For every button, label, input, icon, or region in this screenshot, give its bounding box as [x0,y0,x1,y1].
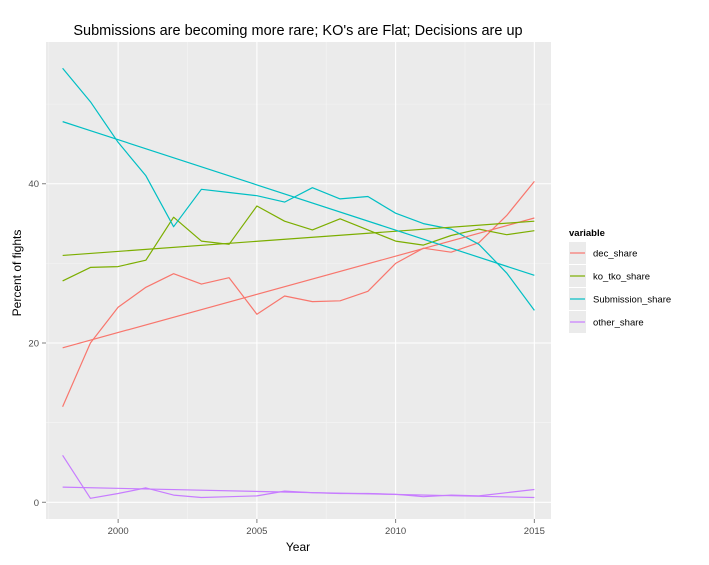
y-axis: 0 20 40 [28,179,46,509]
legend: variable dec_share ko_tko_share Submission… [569,228,671,333]
legend-label-other_share: other_share [593,318,644,329]
legend-label-ko_tko_share: ko_tko_share [593,272,650,283]
trend-line-other_share [62,486,535,499]
trend-line-Submission_share [62,121,535,276]
legend-title: variable [569,228,605,239]
trend-line-ko_tko_share [62,220,535,257]
x-axis: 2000 2005 2010 2015 [108,519,545,537]
chart-title: Submissions are becoming more rare; KO's… [73,23,522,39]
x-tick-label: 2000 [108,526,129,537]
x-tick-label: 2015 [524,526,545,537]
plot-panel [46,42,551,519]
y-tick-label: 20 [28,339,39,350]
x-tick-label: 2005 [246,526,267,537]
y-tick-label: 0 [34,498,39,509]
y-axis-title: Percent of fights [10,230,24,317]
x-tick-label: 2010 [385,526,406,537]
y-tick-label: 40 [28,179,39,190]
legend-label-Submission_share: Submission_share [593,295,671,306]
grid-major [46,42,551,519]
legend-items: dec_share ko_tko_share Submission_shareoth… [569,242,671,333]
x-axis-title: Year [286,540,310,554]
trend-lines [62,121,535,499]
series-line-ko_tko_share [62,205,535,282]
series-line-Submission_share [62,67,535,311]
series-line-dec_share [62,181,535,407]
legend-label-dec_share: dec_share [593,249,637,260]
trend-line-dec_share [62,217,535,349]
